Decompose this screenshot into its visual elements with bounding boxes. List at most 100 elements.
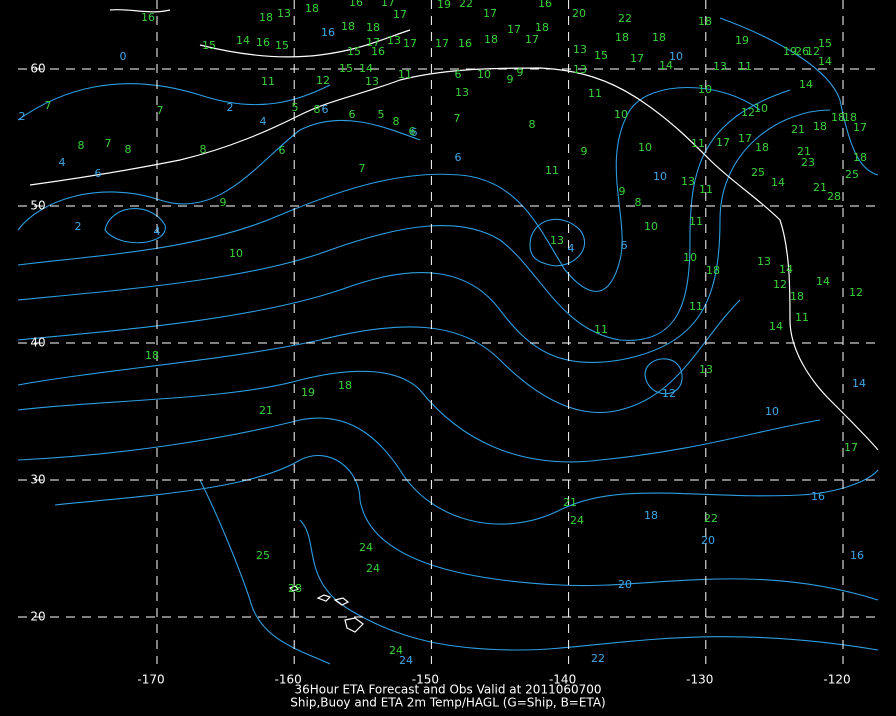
contour-label: 16	[811, 490, 825, 503]
observation: 18	[535, 21, 549, 34]
observation: 24	[366, 562, 380, 575]
observation: 18	[484, 33, 498, 46]
contour-label: 2	[75, 220, 82, 233]
observation: 21	[797, 145, 811, 158]
contour-line	[17, 299, 741, 414]
lat-tick-label: 20	[30, 610, 45, 624]
observation: 11	[545, 164, 559, 177]
observation: 11	[699, 183, 713, 196]
contour-label: 20	[618, 578, 632, 591]
contour-label: 20	[701, 534, 715, 547]
observation: 19	[783, 45, 797, 58]
observation: 14	[799, 78, 813, 91]
observation: 17	[630, 52, 644, 65]
contour-label: 0	[120, 50, 127, 63]
observation: 10	[229, 247, 243, 260]
observation: 18	[755, 141, 769, 154]
contour-line	[104, 208, 166, 244]
observation: 11	[738, 60, 752, 73]
observation: 8	[635, 196, 642, 209]
observation: 14	[359, 62, 373, 75]
contour-line	[199, 479, 331, 665]
lat-tick-label: 50	[30, 199, 45, 213]
observation: 6	[349, 108, 356, 121]
contour-label: 22	[591, 652, 605, 665]
observation: 24	[389, 644, 403, 657]
observation: 13	[681, 175, 695, 188]
observation: 6	[279, 144, 286, 157]
observation: 18	[831, 111, 845, 124]
coastline	[29, 67, 879, 451]
observation: 12	[741, 106, 755, 119]
observation: 15	[818, 37, 832, 50]
observation: 18	[259, 11, 273, 24]
observation: 8	[200, 143, 207, 156]
observation: 13	[365, 75, 379, 88]
observation: 10	[638, 141, 652, 154]
observation: 10	[754, 102, 768, 115]
lat-tick-label: 60	[30, 62, 45, 76]
contour-label: 10	[669, 50, 683, 63]
observation: 12	[849, 286, 863, 299]
observation: 15	[275, 39, 289, 52]
observation: 21	[813, 181, 827, 194]
contour-label: 18	[644, 509, 658, 522]
observation: 21	[563, 496, 577, 509]
coastline	[109, 9, 171, 13]
observation: 5	[292, 101, 299, 114]
observation: 23	[801, 156, 815, 169]
observation: 17	[525, 33, 539, 46]
observation: 17	[853, 121, 867, 134]
observation: 17	[366, 36, 380, 49]
lat-tick-label: 30	[30, 473, 45, 487]
contour-line	[719, 17, 879, 176]
observation: 14	[236, 34, 250, 47]
observation: 13	[699, 363, 713, 376]
observation: 14	[771, 176, 785, 189]
lon-tick-label: -140	[549, 673, 576, 687]
observation: 18	[843, 111, 857, 124]
lat-tick-label: 40	[30, 336, 45, 350]
observation: 16	[371, 45, 385, 58]
observation: 6	[409, 125, 416, 138]
contour-line	[299, 519, 879, 651]
observation: 15	[202, 39, 216, 52]
observation: 18	[698, 15, 712, 28]
observation: 11	[689, 215, 703, 228]
contours	[17, 17, 879, 665]
observation: 13	[713, 60, 727, 73]
observation: 18	[790, 290, 804, 303]
observation: 16	[538, 0, 552, 10]
observation: 22	[459, 0, 473, 10]
observation: 7	[359, 162, 366, 175]
observation: 16	[458, 37, 472, 50]
contour-label: 6	[322, 103, 329, 116]
observation: 18	[305, 2, 319, 15]
observation: 17	[435, 37, 449, 50]
observation: 17	[393, 8, 407, 21]
observation: 22	[618, 12, 632, 25]
observation: 26	[795, 45, 809, 58]
contour-line	[54, 455, 879, 601]
contour-label: 2	[227, 101, 234, 114]
observation: 7	[45, 99, 52, 112]
coastlines	[29, 9, 879, 633]
observation: 14	[769, 320, 783, 333]
observation: 18	[853, 151, 867, 164]
observation: 18	[366, 21, 380, 34]
observation: 11	[689, 300, 703, 313]
contour-label: 16	[850, 549, 864, 562]
observation: 19	[735, 34, 749, 47]
observation: 14	[818, 55, 832, 68]
lon-tick-label: -170	[137, 673, 164, 687]
observation: 11	[261, 75, 275, 88]
observation: 21	[791, 123, 805, 136]
contour-label: 4	[59, 156, 66, 169]
contour-label: 6	[621, 239, 628, 252]
observation: 22	[704, 512, 718, 525]
observation: 13	[573, 63, 587, 76]
contour-label: 6	[455, 151, 462, 164]
observation: 9	[581, 145, 588, 158]
observation: 18	[338, 379, 352, 392]
